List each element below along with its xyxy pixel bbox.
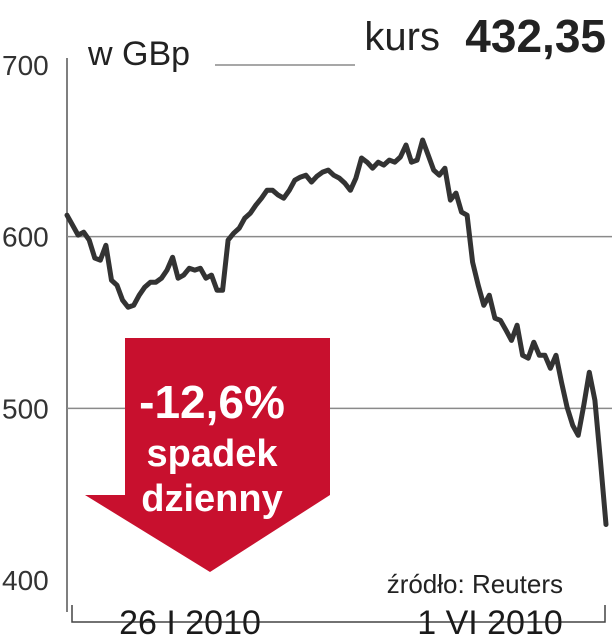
chart-title: kurs xyxy=(364,15,440,59)
y-tick-label: 400 xyxy=(2,565,49,596)
last-value: 432,35 xyxy=(465,10,606,62)
annotation-text: dzienny xyxy=(141,478,282,520)
x-tick-label: 1 VI 2010 xyxy=(417,604,563,640)
y-tick-label: 600 xyxy=(2,222,49,253)
arrow-shape xyxy=(85,338,330,572)
unit-label: w GBp xyxy=(87,35,190,73)
y-tick-label: 500 xyxy=(2,393,49,424)
price-line xyxy=(64,137,609,527)
x-tick-label: 26 I 2010 xyxy=(119,604,261,640)
annotation-text: spadek xyxy=(147,433,279,475)
y-tick-label: 700 xyxy=(2,50,49,81)
annotation-text: -12,6% xyxy=(139,376,285,428)
source: źródło: Reuters xyxy=(387,569,563,599)
x-axis-bracket-left xyxy=(71,605,600,623)
x-axis-bracket-right xyxy=(600,605,606,623)
